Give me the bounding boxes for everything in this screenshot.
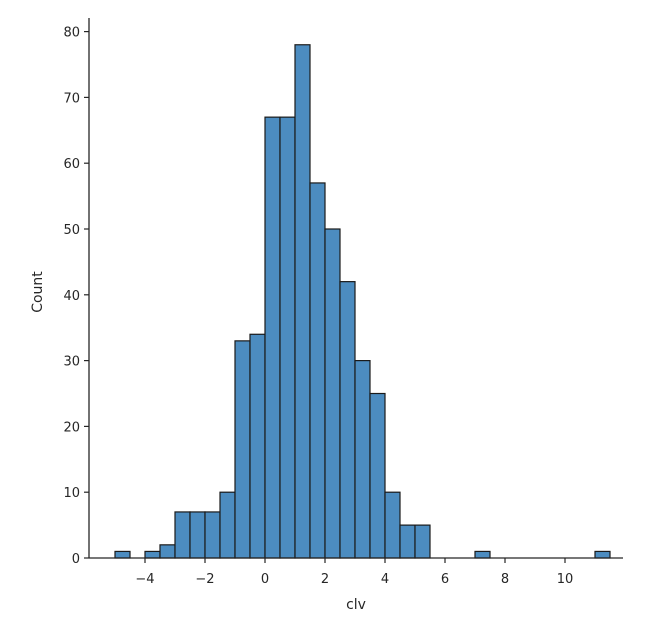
histogram-bar bbox=[339, 281, 356, 559]
x-axis-label: clv bbox=[346, 597, 366, 613]
x-tick-label: 0 bbox=[261, 572, 269, 587]
histogram-bar bbox=[369, 392, 386, 559]
y-ticks-group: 0 10 20 30 40 50 60 70 80 bbox=[63, 26, 89, 567]
x-tick-label: 10 bbox=[557, 572, 574, 587]
histogram-bar bbox=[204, 511, 221, 559]
histogram-bar bbox=[414, 524, 431, 559]
histogram-bar bbox=[354, 360, 371, 559]
histogram-bar bbox=[234, 340, 251, 559]
x-tick-label: 6 bbox=[441, 572, 449, 587]
histogram-bar bbox=[384, 491, 401, 559]
y-tick-label: 10 bbox=[63, 486, 80, 501]
y-tick-label: 60 bbox=[63, 157, 80, 172]
histogram-bar bbox=[114, 550, 131, 559]
histogram-bar bbox=[399, 524, 416, 559]
histogram-bar bbox=[144, 550, 161, 559]
histogram-bar bbox=[324, 228, 341, 559]
histogram-bar bbox=[279, 116, 296, 559]
histogram-bar bbox=[189, 511, 206, 559]
histogram-bar bbox=[159, 544, 176, 559]
x-tick-label: −2 bbox=[195, 572, 214, 587]
x-tick-label: 4 bbox=[381, 572, 389, 587]
y-tick-label: 70 bbox=[63, 91, 80, 106]
histogram-bar bbox=[294, 44, 311, 559]
x-ticks-group: −4 −2 0 2 4 6 8 10 bbox=[135, 558, 573, 587]
bars-group bbox=[114, 44, 611, 559]
y-tick-label: 20 bbox=[63, 420, 80, 435]
y-tick-label: 80 bbox=[63, 26, 80, 41]
histogram-bar bbox=[174, 511, 191, 559]
x-tick-label: 8 bbox=[501, 572, 509, 587]
histogram-bar bbox=[474, 550, 491, 559]
histogram-bar bbox=[264, 116, 281, 559]
y-tick-label: 30 bbox=[63, 355, 80, 370]
histogram-bar bbox=[594, 550, 611, 559]
y-tick-label: 0 bbox=[72, 552, 80, 567]
y-axis-label: Count bbox=[30, 271, 46, 313]
x-tick-label: 2 bbox=[321, 572, 329, 587]
histogram-bar bbox=[219, 491, 236, 559]
y-tick-label: 50 bbox=[63, 223, 80, 238]
histogram-bar bbox=[309, 182, 326, 559]
y-tick-label: 40 bbox=[63, 289, 80, 304]
histogram-bar bbox=[249, 333, 266, 559]
x-tick-label: −4 bbox=[135, 572, 154, 587]
